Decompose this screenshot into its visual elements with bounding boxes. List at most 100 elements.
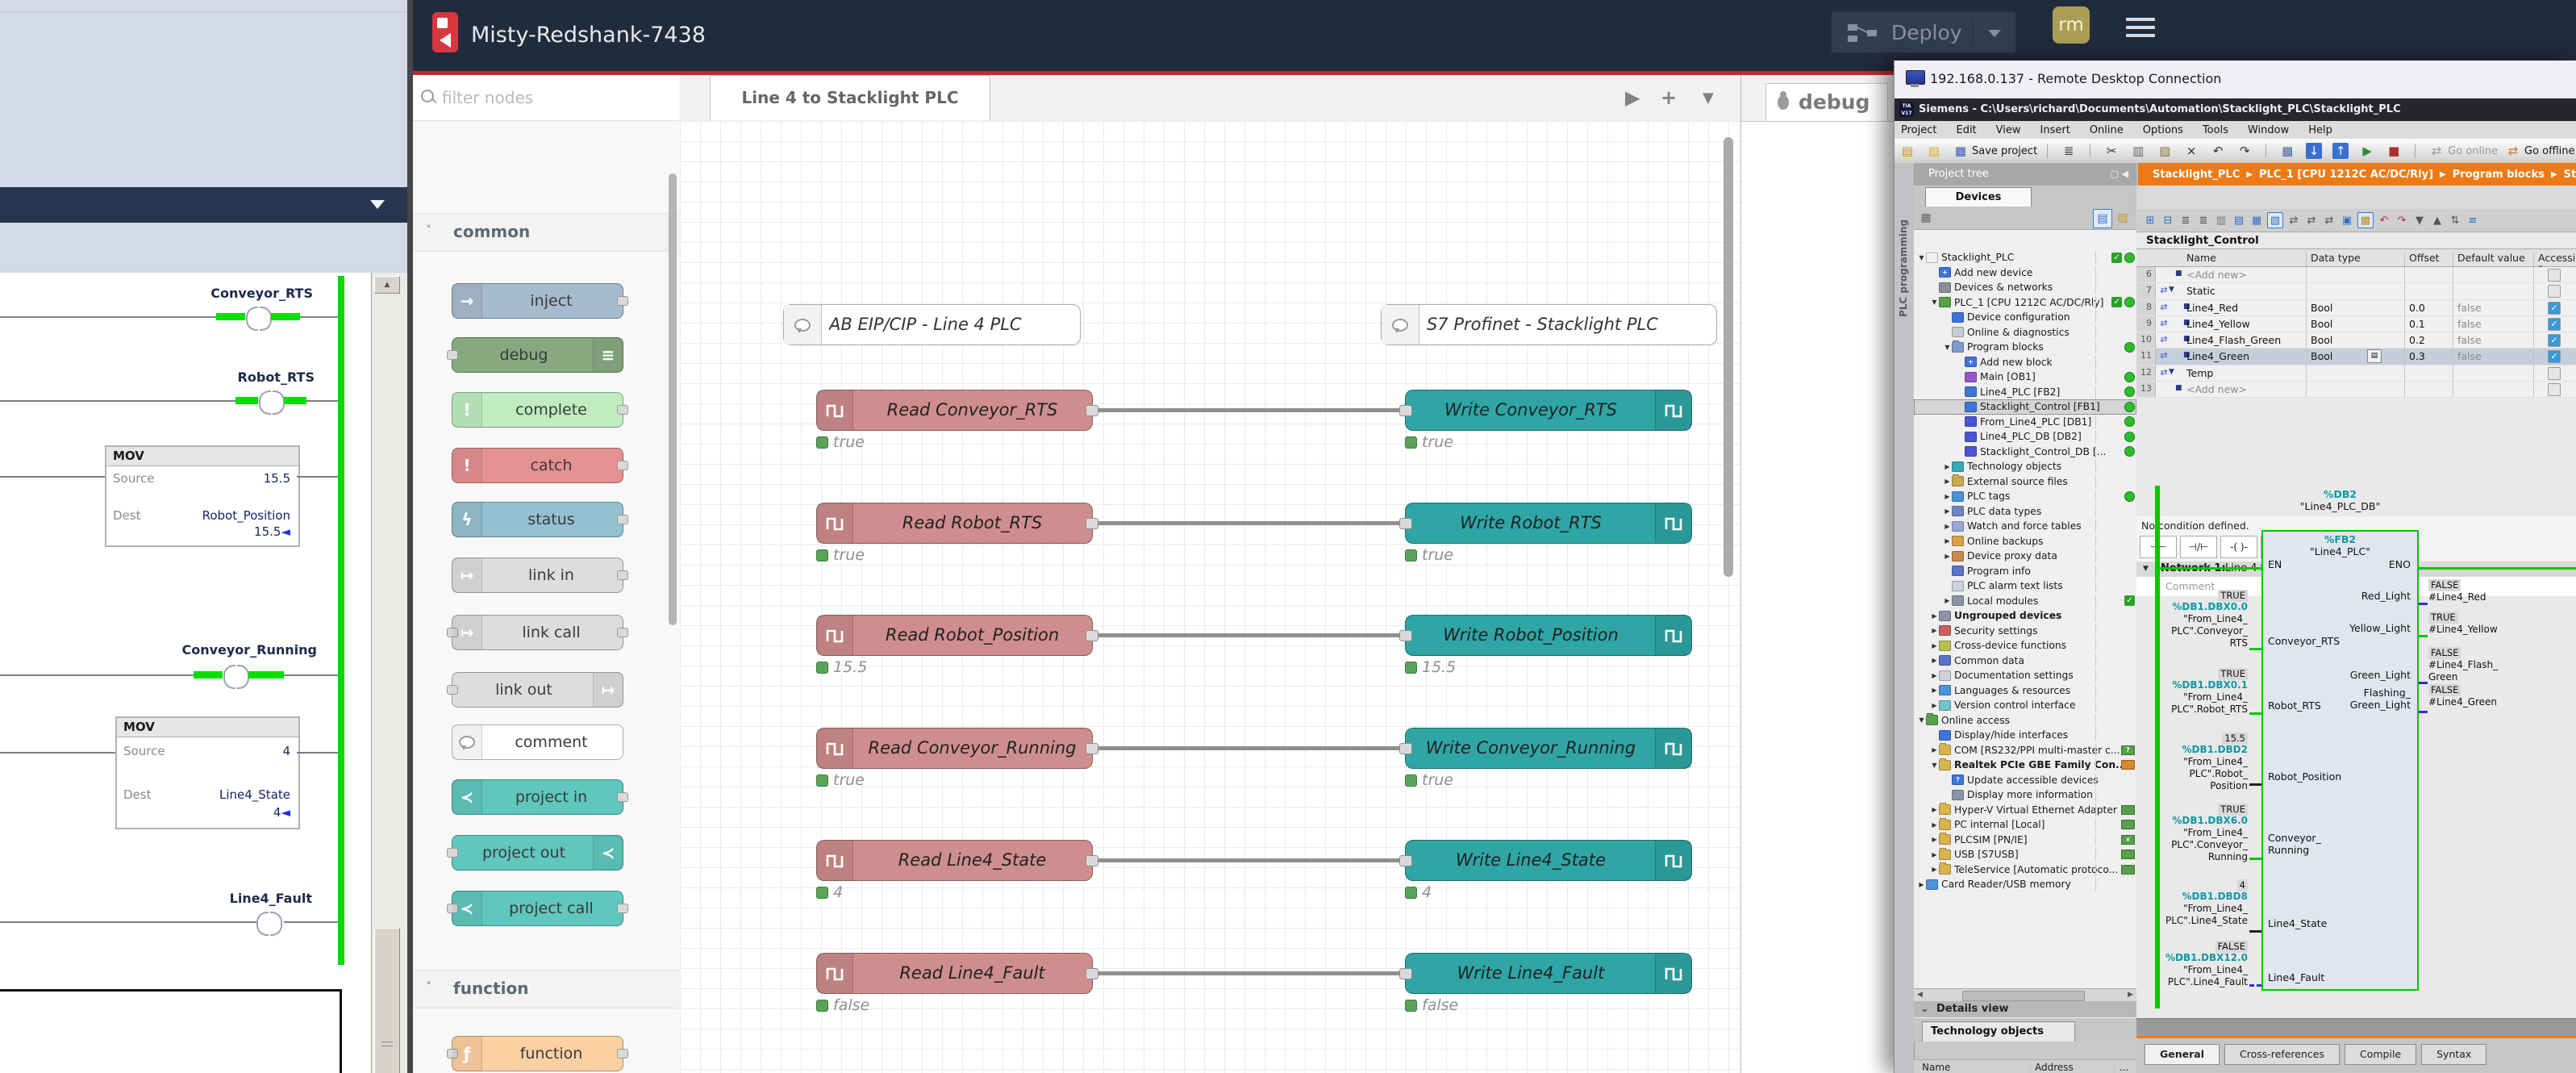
palette-node[interactable]: → inject <box>452 283 623 319</box>
tree-expander-icon[interactable]: ▼ <box>1943 344 1952 351</box>
chevron-down-icon[interactable] <box>370 200 385 209</box>
scrollbar-thumb[interactable] <box>1962 991 2085 1001</box>
tree-item[interactable]: + Add new device ✓ <box>1914 265 2136 281</box>
column-header[interactable]: Offset <box>2409 252 2440 264</box>
tree-expander-icon[interactable]: ▶ <box>1930 642 1939 649</box>
node-output-port[interactable] <box>617 570 628 580</box>
flow-wire[interactable] <box>1091 408 1407 412</box>
menu-item[interactable]: Online <box>2090 124 2124 136</box>
toolbar-icon[interactable]: ✂ <box>2103 143 2120 159</box>
breadcrumb-item[interactable]: Program blocks <box>2453 169 2545 181</box>
tree-expander-icon[interactable]: ▶ <box>1917 881 1926 888</box>
toolbar-icon[interactable]: ▦ <box>1953 143 1969 159</box>
tree-item[interactable]: Main [OB1] ✓ <box>1914 369 2136 385</box>
fb-input-pin[interactable]: Robot_RTS <box>2268 699 2321 712</box>
accessible-checkbox[interactable]: ✓ <box>2548 334 2561 347</box>
interface-toolbar-icon[interactable]: ▧ <box>2267 212 2283 228</box>
tree-expander-icon[interactable]: ▶ <box>1943 537 1952 545</box>
toolbar-icon[interactable]: × <box>2183 143 2199 159</box>
mov-instruction[interactable]: MOV Source15.5 DestRobot_Position 15.5◄ <box>105 445 300 547</box>
palette-node[interactable]: ↦ link out <box>452 672 623 708</box>
interface-row[interactable]: 10 ⇄ ■ Line4_Flash_Green Bool ▤ 0.2 fals… <box>2136 332 2576 349</box>
tree-item[interactable]: ▶ Common data ✓ <box>1914 653 2136 669</box>
menu-item[interactable]: View <box>1996 124 2021 136</box>
rung-tag[interactable]: Conveyor_RTS <box>144 286 313 301</box>
variable-datatype[interactable]: Bool <box>2311 334 2332 346</box>
accessible-checkbox[interactable]: ✓ <box>2548 269 2561 282</box>
tree-item[interactable]: ▶ Device proxy data ✓ <box>1914 549 2136 564</box>
node-input-port[interactable] <box>1399 518 1412 529</box>
interface-row[interactable]: 7 ⇄ ▼ Static ▤ ✓ <box>2136 283 2576 299</box>
ladder-canvas[interactable]: Conveyor_RTS Robot_RTS MOV Source15.5 De… <box>0 273 371 1073</box>
coil-icon[interactable] <box>273 390 285 415</box>
palette-node[interactable]: ϟ status <box>452 502 623 537</box>
mov-instruction[interactable]: MOV Source4 DestLine4_State 4◄ <box>115 716 300 829</box>
inspector-tab[interactable]: Cross-references <box>2224 1044 2340 1065</box>
tree-item[interactable]: ▶ TeleService [Automatic protoco... ✓ <box>1914 862 2136 878</box>
write-node[interactable]: Write Robot_Position <box>1405 615 1692 656</box>
interface-toolbar-icon[interactable]: ▲ <box>2430 213 2445 228</box>
fb-input-pin[interactable]: Robot_Position <box>2268 770 2341 783</box>
node-input-port[interactable] <box>447 685 458 695</box>
deploy-options-caret-icon[interactable] <box>1988 30 2001 37</box>
flow-wire[interactable] <box>1091 521 1407 525</box>
interface-toolbar-icon[interactable]: ⇅ <box>2448 213 2462 228</box>
column-header[interactable]: Name <box>1922 1062 1950 1073</box>
tree-expander-icon[interactable]: ▶ <box>1930 836 1939 843</box>
comment-node[interactable]: AB EIP/CIP - Line 4 PLC <box>783 304 1081 345</box>
interface-toolbar-icon[interactable]: ▤ <box>2232 213 2246 228</box>
node-output-port[interactable] <box>1086 518 1098 529</box>
tree-filter-icon[interactable]: ▦ <box>1917 209 1935 227</box>
palette-node[interactable]: comment <box>452 724 623 760</box>
toolbar-icon[interactable]: ⇄ <box>2505 143 2521 159</box>
panel-collapse-icon[interactable]: ▢ ◀ <box>2111 169 2128 179</box>
node-input-port[interactable] <box>447 848 458 858</box>
flow-wire[interactable] <box>1091 746 1407 750</box>
tree-expander-icon[interactable]: ▶ <box>1943 553 1952 560</box>
node-output-port[interactable] <box>1086 743 1098 754</box>
tree-expander-icon[interactable]: ▶ <box>1943 463 1952 470</box>
interface-toolbar-icon[interactable]: ⇄ <box>2286 213 2301 228</box>
write-node[interactable]: Write Robot_RTS <box>1405 503 1692 544</box>
node-input-port[interactable] <box>1399 630 1412 641</box>
variable-name[interactable]: Line4_Red <box>2186 302 2238 314</box>
tree-expander-icon[interactable]: ▶ <box>1943 493 1952 500</box>
tree-expander-icon[interactable]: ▶ <box>1943 523 1952 530</box>
node-output-port[interactable] <box>1086 855 1098 866</box>
db-instance-label[interactable]: %DB2 "Line4_PLC_DB" <box>2261 488 2419 512</box>
tree-expander-icon[interactable]: ▶ <box>1930 806 1939 813</box>
tree-expander-icon[interactable]: ▶ <box>1930 851 1939 858</box>
interface-toolbar-icon[interactable]: ▥ <box>2214 213 2228 228</box>
palette-node[interactable]: ! catch <box>452 448 623 483</box>
task-strip-label[interactable]: PLC programming <box>1898 219 1909 317</box>
collapse-icon[interactable]: ⌄ <box>1920 1003 1929 1015</box>
user-avatar[interactable]: rm <box>2053 6 2090 44</box>
tree-item[interactable]: ▼ Program blocks ✓ <box>1914 340 2136 355</box>
tree-expander-icon[interactable]: ▶ <box>1930 821 1939 829</box>
variable-default[interactable]: false <box>2457 318 2482 330</box>
output-operand[interactable]: FALSE #Line4_Flash_ Green <box>2428 646 2498 683</box>
accessible-checkbox[interactable]: ✓ <box>2548 318 2561 331</box>
input-operand[interactable]: 4 %DB1.DBD8 "From_Line4_ PLC".Line4_Stat… <box>2103 879 2248 939</box>
accessible-checkbox[interactable]: ✓ <box>2548 367 2561 380</box>
accessible-checkbox[interactable]: ✓ <box>2548 285 2561 298</box>
breadcrumb-item[interactable]: Stacklight_PLC <box>2153 169 2240 181</box>
variable-datatype[interactable]: Bool <box>2311 302 2332 314</box>
interface-toolbar-icon[interactable]: ▦ <box>2249 213 2264 228</box>
interface-row[interactable]: 8 ⇄ ■ Line4_Red Bool ▤ 0.0 false ✓ <box>2136 300 2576 316</box>
tree-expander-icon[interactable]: ▶ <box>1930 866 1939 873</box>
interface-toolbar-icon[interactable]: ↷ <box>2395 213 2409 228</box>
read-node[interactable]: Read Robot_RTS <box>816 503 1093 544</box>
mov-dest-tag[interactable]: Robot_Position <box>202 508 290 523</box>
accessible-checkbox[interactable]: ✓ <box>2548 350 2561 363</box>
toolbar-label[interactable]: Save project <box>1972 145 2037 157</box>
node-output-port[interactable] <box>617 1049 628 1058</box>
read-node[interactable]: Read Line4_State <box>816 840 1093 881</box>
accessible-checkbox[interactable]: ✓ <box>2548 302 2561 315</box>
tree-item[interactable]: + Add new block ✓ <box>1914 355 2136 370</box>
fb-input-pin[interactable]: Conveyor_Running <box>2268 832 2321 856</box>
write-node[interactable]: Write Line4_State <box>1405 840 1692 881</box>
variable-datatype[interactable]: Bool <box>2311 350 2332 362</box>
coil-icon[interactable] <box>223 665 236 689</box>
tree-item[interactable]: Program info ✓ <box>1914 564 2136 579</box>
